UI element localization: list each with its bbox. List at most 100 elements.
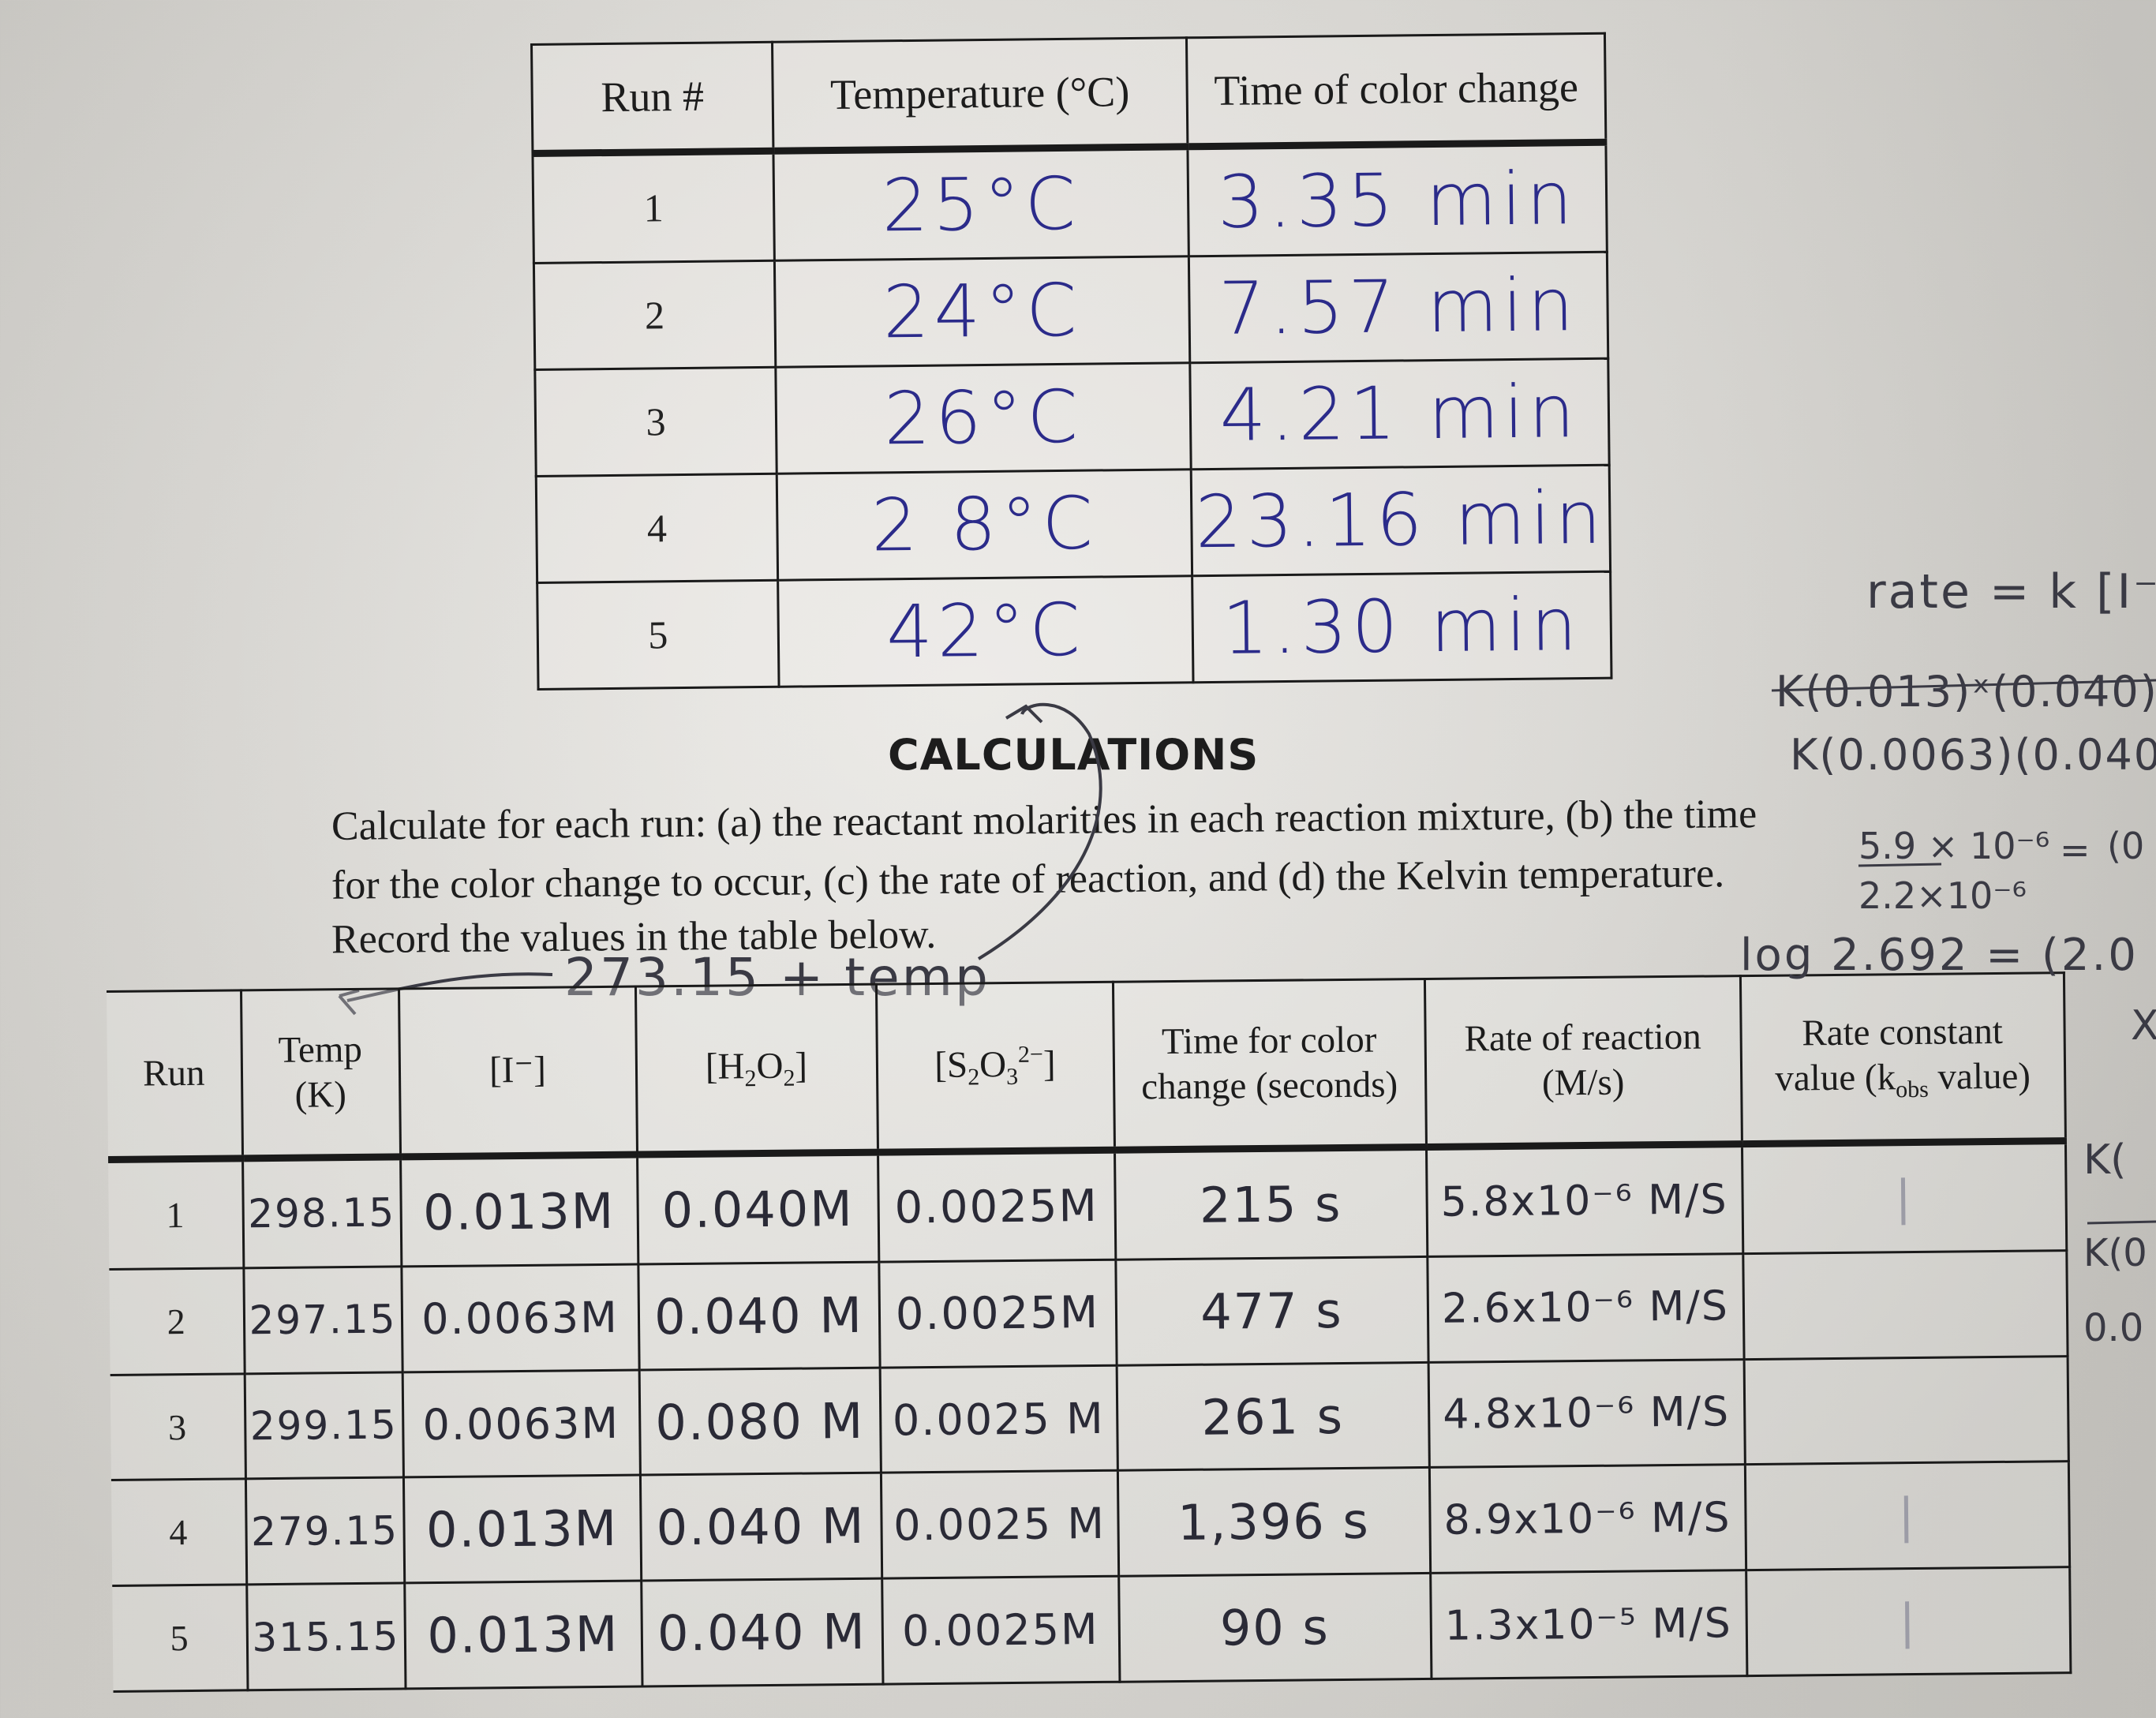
s2o3-subscript: 2 [968, 1063, 980, 1091]
top-table-header-row: Run # Temperature (°C) Time of color cha… [531, 33, 1606, 154]
header-temp-line2: (K) [294, 1073, 347, 1116]
header-run-number: Run # [531, 42, 773, 154]
ratio-fraction: (0 [2107, 825, 2145, 867]
h2o2-cell: 0.040 M [639, 1473, 882, 1581]
s2o3-charge: 2− [1017, 1041, 1043, 1068]
time-seconds-cell: 477 s [1115, 1256, 1428, 1365]
top-table-row: 4 2 8°C 23.16 min [536, 465, 1611, 583]
header-temperature: Temperature (°C) [772, 37, 1188, 152]
time-seconds-cell: 261 s [1116, 1362, 1429, 1471]
temperature-cell: 24°C [774, 256, 1190, 368]
h2o2-subscript: 2 [783, 1065, 795, 1091]
run-number: 2 [109, 1267, 245, 1376]
temperature-cell: 2 8°C [777, 469, 1192, 581]
results-row: 4 279.15 0.013M 0.040 M 0.0025 M 1,396 s… [110, 1462, 2070, 1586]
h2o2-cell: 0.080 M [638, 1367, 881, 1476]
run-number: 3 [110, 1373, 245, 1480]
header-run: Run [107, 990, 243, 1160]
rate-constant-cell: | [1746, 1566, 2071, 1676]
kelvin-conversion-note: 273.15 + temp [564, 947, 990, 1008]
time-seconds-cell: 1,396 s [1117, 1467, 1431, 1577]
time-seconds-cell: 90 s [1118, 1573, 1432, 1682]
rate-constant-cell: | [1744, 1462, 2070, 1570]
thiosulfate-cell: 0.0025 M [879, 1364, 1117, 1473]
temperature-cell: 26°C [775, 362, 1192, 474]
rate-cell: 1.3x10⁻⁵ M/S [1430, 1570, 1747, 1679]
thiosulfate-cell: 0.0025M [878, 1150, 1116, 1263]
header-k-subscript: obs [1896, 1076, 1930, 1102]
header-rate-constant: Rate constant value (kobs value) [1739, 972, 2065, 1144]
results-row: 5 315.15 0.013M 0.040 M 0.0025M 90 s 1.3… [112, 1566, 2071, 1692]
thiosulfate-cell: 0.0025M [881, 1576, 1120, 1685]
rate-constant-cell [1742, 1250, 2068, 1360]
top-table-row: 5 42°C 1.30 min [537, 571, 1611, 690]
rate-equation-denominator: K(0.0063)(0.040 [1790, 730, 2156, 780]
h2o2-subscript: 2 [744, 1065, 757, 1091]
iodide-cell: 0.013M [402, 1475, 642, 1584]
temp-kelvin-cell: 315.15 [246, 1583, 406, 1690]
run-number: 5 [537, 580, 780, 690]
h2o2-part: ] [795, 1044, 808, 1087]
thiosulfate-cell: 0.0025M [878, 1259, 1117, 1368]
temp-kelvin-cell: 299.15 [244, 1372, 403, 1480]
time-cell: 4.21 min [1189, 357, 1610, 470]
time-seconds-cell: 215 s [1114, 1147, 1428, 1260]
run-number: 5 [112, 1585, 248, 1692]
results-table: Run Temp (K) [I⁻] [H2O2] [S2O32−] Time f… [107, 971, 2072, 1693]
header-temp-line1: Temp [278, 1029, 363, 1072]
temperature-time-table: Run # Temperature (°C) Time of color cha… [530, 32, 1613, 691]
header-time-seconds: Time for color change (seconds) [1112, 979, 1426, 1151]
ratio-numerator: 5.9 × 10⁻⁶ [1858, 825, 2050, 867]
results-row: 3 299.15 0.0063M 0.080 M 0.0025 M 261 s … [110, 1356, 2068, 1480]
run-number: 1 [108, 1158, 244, 1270]
time-cell: 1.30 min [1192, 571, 1611, 683]
ratio-denominator: 2.2×10⁻⁶ [1858, 874, 2027, 917]
run-number: 4 [536, 473, 778, 583]
h2o2-cell: 0.040 M [638, 1262, 880, 1370]
side-note-3: 0.0 [2083, 1306, 2144, 1350]
results-row: 1 298.15 0.013M 0.040M 0.0025M 215 s 5.8… [108, 1140, 2067, 1270]
header-k-line2: value (k [1775, 1056, 1896, 1099]
rate-constant-cell [1743, 1356, 2068, 1465]
instructions-line-1: Calculate for each run: (a) the reactant… [331, 792, 1757, 849]
top-table-row: 2 24°C 7.57 min [533, 251, 1608, 370]
calculations-heading: CALCULATIONS [888, 730, 1260, 780]
top-table-row: 1 25°C 3.35 min [532, 142, 1608, 264]
header-h2o2: [H2O2] [634, 984, 878, 1155]
rate-cell: 2.6x10⁻⁶ M/S [1427, 1253, 1744, 1363]
header-k-line1: Rate constant [1802, 1011, 2004, 1054]
iodide-cell: 0.013M [404, 1581, 642, 1689]
s2o3-part: [S [934, 1044, 968, 1086]
side-note-1: K( [2083, 1136, 2127, 1184]
temp-kelvin-cell: 297.15 [243, 1266, 402, 1374]
header-time-line2: change (seconds) [1140, 1063, 1398, 1107]
temp-kelvin-cell: 279.15 [245, 1477, 405, 1585]
header-rate-line2: (M/s) [1541, 1061, 1625, 1104]
ratio-equals: = [2060, 829, 2090, 871]
iodide-cell: 0.0063M [402, 1369, 640, 1478]
rate-cell: 8.9x10⁻⁶ M/S [1428, 1465, 1746, 1574]
header-temp-kelvin: Temp (K) [241, 988, 401, 1158]
header-rate: Rate of reaction (M/s) [1424, 975, 1742, 1147]
rate-cell: 4.8x10⁻⁶ M/S [1428, 1359, 1745, 1468]
header-k-line2-end: value) [1928, 1055, 2031, 1098]
run-number: 4 [110, 1479, 247, 1586]
iodide-cell: 0.0063M [401, 1263, 639, 1372]
side-note-2: K(0 [2083, 1231, 2147, 1275]
temperature-cell: 42°C [777, 575, 1194, 687]
h2o2-cell: 0.040 M [641, 1578, 883, 1687]
rate-cell: 5.8x10⁻⁶ M/S [1425, 1143, 1743, 1257]
header-rate-line1: Rate of reaction [1464, 1016, 1701, 1060]
temp-kelvin-cell: 298.15 [242, 1156, 402, 1268]
h2o2-part: O [756, 1045, 784, 1087]
header-thiosulfate: [S2O32−] [875, 982, 1115, 1153]
run-number: 3 [534, 367, 777, 477]
run-number: 1 [532, 151, 775, 264]
h2o2-cell: 0.040M [637, 1152, 879, 1264]
header-time-line1: Time for color [1161, 1019, 1377, 1063]
header-time-color-change: Time of color change [1186, 33, 1606, 147]
time-cell: 7.57 min [1188, 251, 1608, 363]
h2o2-part: [H [705, 1045, 745, 1087]
instructions-line-2: for the color change to occur, (c) the r… [331, 851, 1725, 908]
x-mark: X [2131, 1002, 2156, 1050]
